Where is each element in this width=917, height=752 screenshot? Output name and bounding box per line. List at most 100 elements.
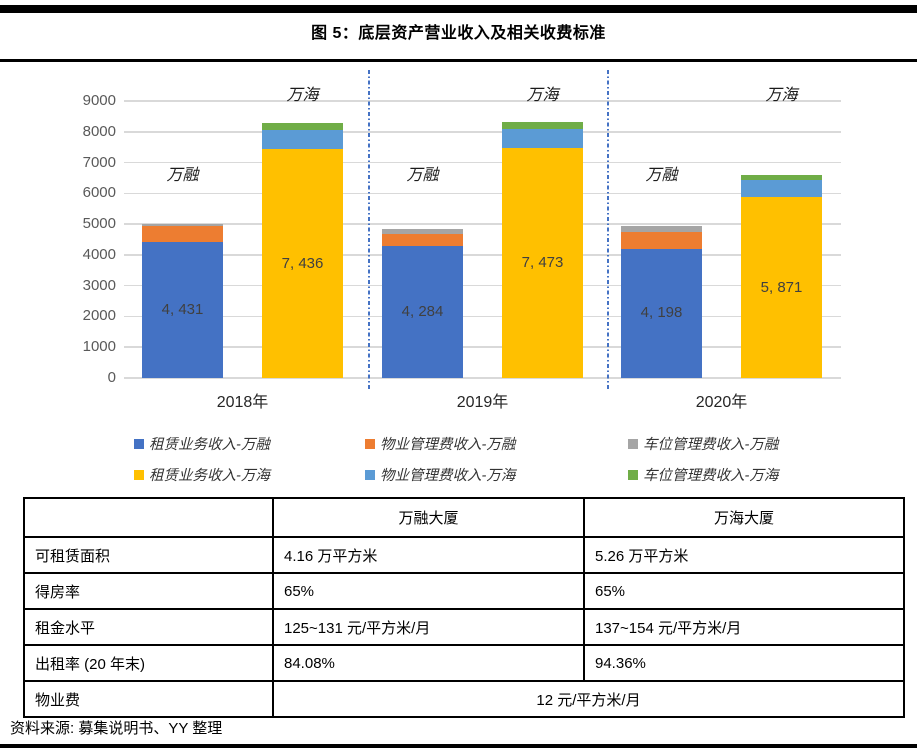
spec-table: 万融大厦 万海大厦 可租赁面积 4.16 万平方米 5.26 万平方米 得房率 65% 65…	[23, 497, 905, 718]
legend-swatch	[134, 439, 144, 449]
legend-label: 车位管理费收入-万海	[643, 468, 779, 484]
gridline	[124, 161, 841, 164]
gridline	[124, 254, 841, 256]
table-row: 得房率 65% 65%	[23, 572, 905, 610]
bar-segment-物业管理费收入-万融	[382, 234, 463, 247]
gridline	[124, 100, 841, 102]
bar-segment-车位管理费收入-万融	[621, 225, 702, 232]
gridline	[124, 377, 841, 379]
gridline	[124, 346, 841, 348]
y-axis-tick-label: 7000	[82, 153, 116, 171]
bar-segment-租赁业务收入-万融	[621, 248, 702, 378]
bar-segment-车位管理费收入-万海	[262, 123, 343, 131]
table-cell: 5.26 万平方米	[583, 536, 905, 574]
legend-swatch	[628, 470, 638, 480]
table-row: 物业费 12 元/平方米/月	[23, 680, 905, 718]
y-axis-tick-label: 5000	[82, 215, 116, 233]
y-axis-tick-label: 2000	[82, 307, 116, 325]
figure-title: 图 5：底层资产营业收入及相关收费标准	[311, 25, 606, 42]
bar-segment-车位管理费收入-万融	[142, 223, 223, 227]
table-row-label: 可租赁面积	[23, 536, 274, 574]
building-label: 万融	[645, 167, 678, 184]
bar-segment-租赁业务收入-万海	[502, 147, 583, 378]
table-cell: 65%	[272, 572, 585, 610]
category-label: 2018年	[216, 394, 269, 411]
bar-value-label: 4, 431	[161, 300, 204, 318]
chart-area: 0 1000 2000 3000 4000 5000 6000 7000 8000 9000 4, …	[0, 62, 917, 497]
spec-table-head: 万融大厦 万海大厦	[23, 497, 905, 538]
legend-label: 物业管理费收入-万融	[380, 437, 516, 453]
category-label: 2020年	[695, 394, 748, 411]
y-axis-tick-label: 4000	[82, 245, 116, 263]
building-label: 万海	[765, 87, 798, 104]
y-axis-tick-label: 6000	[82, 184, 116, 202]
bar-value-label: 7, 436	[281, 254, 324, 272]
y-axis-tick-label: 8000	[82, 122, 116, 140]
table-header-cell	[23, 497, 274, 538]
table-header-cell: 万海大厦	[583, 497, 905, 538]
table-cell: 137~154 元/平方米/月	[583, 608, 905, 646]
table-cell: 84.08%	[272, 644, 585, 682]
bar-value-label: 5, 871	[760, 278, 803, 296]
table-row: 可租赁面积 4.16 万平方米 5.26 万平方米	[23, 536, 905, 574]
y-axis-tick-label: 0	[107, 369, 116, 386]
bar-segment-物业管理费收入-万融	[142, 226, 223, 242]
bar-segment-物业管理费收入-万融	[621, 232, 702, 249]
table-row-label: 得房率	[23, 572, 274, 610]
bar-value-label: 4, 198	[640, 304, 683, 322]
bar-segment-物业管理费收入-万海	[502, 128, 583, 148]
source-note: 资料来源: 募集说明书、YY 整理	[10, 720, 223, 737]
legend-label: 车位管理费收入-万融	[643, 437, 779, 453]
legend-item: 租赁业务收入-万融	[134, 433, 270, 454]
building-label: 万融	[166, 167, 199, 184]
building-label: 万海	[286, 87, 319, 104]
legend-swatch	[628, 439, 638, 449]
gridline	[124, 223, 841, 225]
bar-segment-物业管理费收入-万海	[262, 130, 343, 150]
building-label: 万海	[526, 87, 559, 104]
spec-table-body: 可租赁面积 4.16 万平方米 5.26 万平方米 得房率 65% 65% 租金水平 125~…	[23, 536, 905, 718]
bar-segment-租赁业务收入-万融	[142, 241, 223, 378]
table-row-label: 出租率 (20 年末)	[23, 644, 274, 682]
gridline	[124, 315, 841, 318]
table-cell: 4.16 万平方米	[272, 536, 585, 574]
group-separator-line	[607, 70, 609, 390]
table-cell: 65%	[583, 572, 905, 610]
bar-segment-租赁业务收入-万海	[262, 149, 343, 378]
legend-label: 租赁业务收入-万海	[149, 468, 270, 484]
legend-item: 车位管理费收入-万融	[628, 433, 778, 454]
bar-value-label: 4, 284	[401, 303, 444, 321]
bar-segment-物业管理费收入-万海	[741, 179, 822, 198]
bar-value-label: 7, 473	[521, 253, 564, 271]
bar-segment-车位管理费收入-万融	[382, 228, 463, 235]
y-axis-tick-label: 9000	[82, 92, 116, 109]
y-axis-tick-label: 3000	[82, 276, 116, 294]
category-label: 2019年	[456, 394, 509, 411]
table-row-label: 租金水平	[23, 608, 274, 646]
title-rule	[0, 59, 917, 62]
gridline	[124, 284, 841, 287]
building-label: 万融	[406, 167, 439, 184]
legend-swatch	[134, 470, 144, 480]
bar-segment-车位管理费收入-万海	[502, 121, 583, 129]
gridline	[124, 192, 841, 195]
top-rule	[0, 5, 917, 13]
table-row: 租金水平 125~131 元/平方米/月 137~154 元/平方米/月	[23, 608, 905, 646]
legend-item: 车位管理费收入-万海	[628, 464, 778, 485]
bar-segment-租赁业务收入-万融	[382, 246, 463, 378]
group-separator-line	[368, 70, 370, 390]
legend-label: 物业管理费收入-万海	[380, 468, 516, 484]
bar-segment-租赁业务收入-万海	[741, 197, 822, 378]
table-cell: 125~131 元/平方米/月	[272, 608, 585, 646]
legend-swatch	[365, 439, 375, 449]
table-header-row: 万融大厦 万海大厦	[23, 497, 905, 538]
legend-label: 租赁业务收入-万融	[149, 437, 270, 453]
gridline	[124, 131, 841, 133]
bar-segment-车位管理费收入-万海	[741, 175, 822, 180]
table-cell: 94.36%	[583, 644, 905, 682]
legend-item: 租赁业务收入-万海	[134, 464, 270, 485]
legend-item: 物业管理费收入-万海	[365, 464, 515, 485]
legend-swatch	[365, 470, 375, 480]
table-row: 出租率 (20 年末) 84.08% 94.36%	[23, 644, 905, 682]
